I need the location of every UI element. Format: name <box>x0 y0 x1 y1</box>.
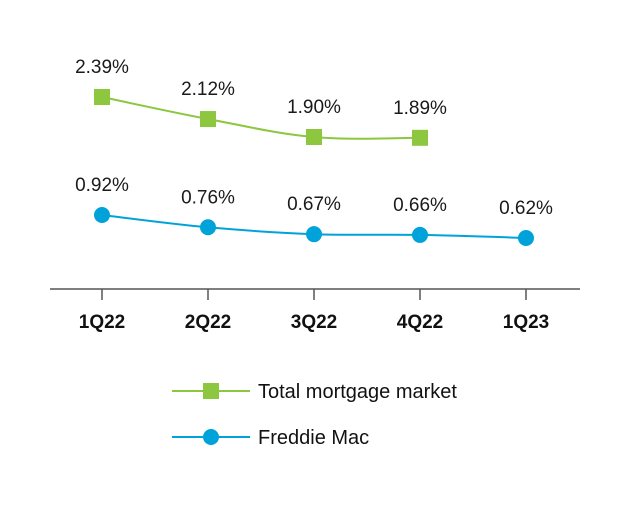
legend-marker <box>203 383 219 399</box>
x-tick-label: 2Q22 <box>185 312 231 333</box>
data-point <box>306 226 322 243</box>
data-label: 0.67% <box>287 194 341 215</box>
data-point <box>518 230 534 246</box>
data-point <box>94 207 110 223</box>
data-label: 0.66% <box>393 195 447 216</box>
data-label: 0.92% <box>75 175 129 196</box>
data-label: 1.90% <box>287 97 341 118</box>
series-1: 0.92% 0.76% 0.67% 0.66% 0.62% <box>75 175 553 246</box>
data-point <box>306 129 322 145</box>
data-point <box>412 226 428 243</box>
legend: Total mortgage market Freddie Mac <box>172 381 457 449</box>
x-tick-label: 4Q22 <box>397 312 443 333</box>
data-point <box>200 219 216 236</box>
series-0: 2.39% 2.12% 1.90% 1.89% <box>75 57 447 146</box>
x-tick-label: 3Q22 <box>291 312 337 333</box>
series-line <box>101 96 421 140</box>
data-label: 0.62% <box>499 198 553 219</box>
legend-item: Total mortgage market <box>172 381 457 403</box>
series-layer: 2.39% 2.12% 1.90% 1.89% 0.92% 0.76% 0.67% 0.66%… <box>75 57 553 246</box>
x-tick-label: 1Q22 <box>79 312 125 333</box>
data-point <box>200 111 216 128</box>
legend-marker <box>203 429 219 445</box>
data-point <box>94 89 110 105</box>
legend-label: Freddie Mac <box>258 427 369 449</box>
data-label: 1.89% <box>393 98 447 119</box>
legend-label: Total mortgage market <box>258 381 457 403</box>
x-tick-label: 1Q23 <box>503 312 549 333</box>
data-label: 0.76% <box>181 187 235 208</box>
data-label: 2.12% <box>181 79 235 100</box>
data-label: 2.39% <box>75 57 129 78</box>
legend-item: Freddie Mac <box>172 427 369 449</box>
x-axis-ticks: 1Q22 2Q22 3Q22 4Q22 1Q23 <box>79 289 549 333</box>
data-point <box>412 129 428 146</box>
